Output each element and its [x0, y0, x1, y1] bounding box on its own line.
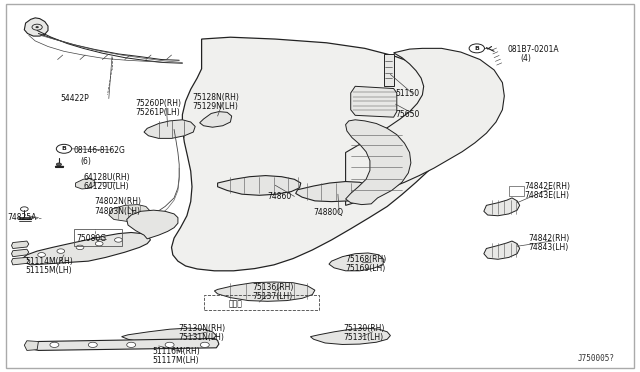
Circle shape — [76, 245, 84, 250]
Polygon shape — [351, 86, 397, 117]
Circle shape — [56, 144, 72, 153]
Circle shape — [165, 342, 174, 347]
Text: 未塑展: 未塑展 — [229, 299, 243, 308]
Text: (4): (4) — [520, 54, 531, 63]
Polygon shape — [484, 198, 520, 216]
Text: 74842(RH): 74842(RH) — [529, 234, 570, 243]
Polygon shape — [22, 232, 150, 265]
Polygon shape — [109, 205, 150, 221]
Polygon shape — [384, 54, 394, 86]
Circle shape — [127, 342, 136, 347]
Text: (6): (6) — [81, 157, 92, 166]
Circle shape — [56, 163, 61, 166]
Polygon shape — [122, 328, 216, 344]
Polygon shape — [76, 179, 95, 189]
Text: 75131(LH): 75131(LH) — [344, 333, 384, 342]
Text: 74825A: 74825A — [8, 213, 37, 222]
Polygon shape — [346, 48, 504, 205]
Bar — [74, 229, 122, 246]
Polygon shape — [144, 120, 195, 138]
Circle shape — [115, 238, 122, 242]
Polygon shape — [310, 328, 390, 344]
Polygon shape — [200, 112, 232, 127]
Polygon shape — [329, 253, 384, 271]
Text: 51150: 51150 — [396, 89, 420, 98]
Text: 74843(LH): 74843(LH) — [529, 243, 569, 252]
Circle shape — [95, 241, 103, 246]
Polygon shape — [172, 37, 460, 271]
Polygon shape — [346, 120, 411, 205]
Text: J750005?: J750005? — [577, 354, 614, 363]
Polygon shape — [31, 339, 219, 350]
Text: 75130N(RH): 75130N(RH) — [178, 324, 225, 333]
Text: 75261P(LH): 75261P(LH) — [136, 108, 180, 117]
Text: 74880Q: 74880Q — [314, 208, 344, 217]
Text: 75130(RH): 75130(RH) — [344, 324, 385, 333]
Text: 74843E(LH): 74843E(LH) — [525, 191, 570, 200]
Polygon shape — [127, 210, 178, 239]
Text: 74802N(RH): 74802N(RH) — [95, 198, 141, 206]
Text: 64128U(RH): 64128U(RH) — [83, 173, 130, 182]
Polygon shape — [24, 341, 38, 350]
Bar — [509, 186, 524, 196]
Polygon shape — [12, 249, 29, 257]
Text: 75080G: 75080G — [77, 234, 107, 243]
Bar — [204, 295, 319, 310]
Text: 74842E(RH): 74842E(RH) — [525, 182, 571, 190]
Polygon shape — [484, 241, 520, 259]
Circle shape — [469, 44, 484, 53]
Text: 64129U(LH): 64129U(LH) — [83, 182, 129, 191]
Text: 08146-8162G: 08146-8162G — [74, 146, 125, 155]
Circle shape — [57, 249, 65, 253]
Text: 081B7-0201A: 081B7-0201A — [508, 45, 559, 54]
Text: 74803N(LH): 74803N(LH) — [95, 207, 141, 216]
Text: 75136(RH): 75136(RH) — [253, 283, 294, 292]
Text: 75650: 75650 — [396, 110, 420, 119]
Text: 51117M(LH): 51117M(LH) — [152, 356, 199, 365]
Polygon shape — [296, 182, 374, 202]
Text: B: B — [61, 146, 67, 151]
Circle shape — [88, 342, 97, 347]
Text: 54422P: 54422P — [61, 94, 90, 103]
Circle shape — [36, 26, 38, 28]
Text: 75128N(RH): 75128N(RH) — [192, 93, 239, 102]
Text: 51115M(LH): 51115M(LH) — [26, 266, 72, 275]
Polygon shape — [214, 282, 315, 301]
Polygon shape — [12, 257, 29, 265]
Text: 75260P(RH): 75260P(RH) — [136, 99, 182, 108]
Text: 74860: 74860 — [268, 192, 292, 201]
Circle shape — [50, 342, 59, 347]
Circle shape — [93, 239, 96, 241]
Text: 75169(LH): 75169(LH) — [346, 264, 386, 273]
Text: 51116M(RH): 51116M(RH) — [152, 347, 200, 356]
Polygon shape — [12, 241, 29, 248]
Text: 75168(RH): 75168(RH) — [346, 255, 387, 264]
Text: B: B — [474, 46, 479, 51]
Circle shape — [200, 342, 209, 347]
Text: 75131N(LH): 75131N(LH) — [178, 333, 224, 342]
Text: 75129N(LH): 75129N(LH) — [192, 102, 238, 111]
Polygon shape — [218, 176, 301, 195]
Polygon shape — [24, 18, 48, 36]
Text: 51114M(RH): 51114M(RH) — [26, 257, 74, 266]
Circle shape — [38, 253, 45, 257]
Text: 75137(LH): 75137(LH) — [253, 292, 293, 301]
